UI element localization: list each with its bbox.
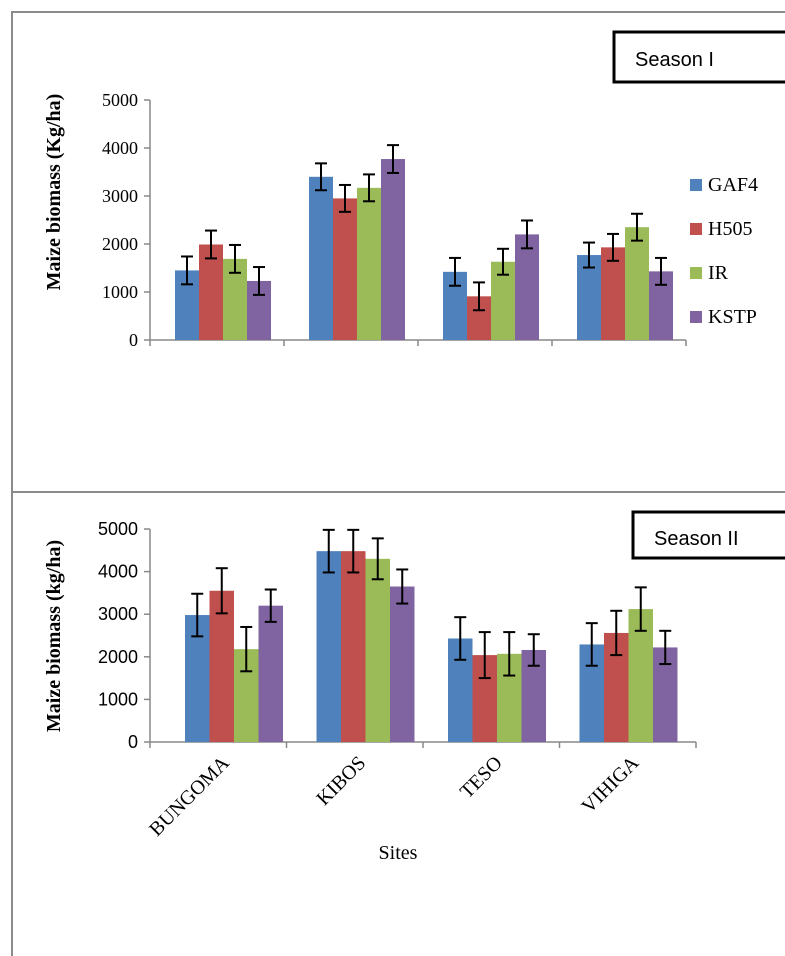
- y-axis-label-1: Maize biomass (Kg/ha): [43, 94, 65, 291]
- bar-ir-kibos: [357, 187, 381, 340]
- axes-2: 0 1000 2000 3000 4000 5000: [98, 519, 697, 752]
- bar-gaf4-kibos: [309, 176, 333, 340]
- x-axis-label-2: Sites: [379, 842, 418, 864]
- bars-1: [175, 159, 673, 340]
- legend-swatch-kstp: [690, 311, 702, 323]
- season-label-box-2: [631, 510, 785, 560]
- legend-label-kstp: KSTP: [708, 306, 757, 328]
- bar-h505-bungoma: [199, 244, 223, 340]
- bar-h505-bungoma: [209, 590, 234, 742]
- y-tick-label: 5000: [98, 519, 138, 539]
- legend-label-h505: H505: [708, 218, 752, 240]
- bar-gaf4-vihiga: [577, 255, 601, 340]
- bar-h505-kibos: [341, 551, 366, 742]
- category-label-vihiga: VIHIGA: [577, 752, 643, 818]
- bar-h505-kibos: [333, 198, 357, 340]
- bar-ir-vihiga: [625, 227, 649, 340]
- season-label-2: Season II: [654, 528, 739, 550]
- bar-gaf4-kibos: [316, 551, 341, 742]
- y-tick-label: 0: [128, 732, 138, 752]
- y-tick-label: 4000: [98, 562, 138, 582]
- season-label-1: Season I: [635, 49, 714, 71]
- bar-kstp-teso: [515, 234, 539, 340]
- category-label-bungoma: BUNGOMA: [145, 752, 234, 841]
- legend-label-ir: IR: [708, 262, 729, 284]
- season-label-box-1: [612, 30, 785, 84]
- legend-label-gaf4: GAF4: [708, 174, 758, 196]
- bar-h505-vihiga: [601, 247, 625, 340]
- y-tick-label: 2000: [98, 647, 138, 667]
- y-axis-label-2: Maize biomass (kg/ha): [43, 540, 65, 732]
- axes-1: 0 1000 2000 3000 4000 5000: [102, 90, 687, 350]
- y-tick-label: 3000: [98, 604, 138, 624]
- legend-swatch-gaf4: [690, 179, 702, 191]
- category-label-kibos: KIBOS: [312, 752, 370, 810]
- panel-frame-season-2: [11, 491, 785, 956]
- y-tick-label: 3000: [102, 186, 138, 206]
- y-tick-label: 0: [129, 330, 138, 350]
- category-labels-2: BUNGOMA KIBOS TESO VIHIGA: [145, 752, 644, 841]
- y-tick-label: 1000: [98, 689, 138, 709]
- chart-season-2: Season II Maize biomass (kg/ha) 0 1000 200…: [43, 510, 785, 864]
- legend-swatch-ir: [690, 267, 702, 279]
- bar-ir-kibos: [365, 558, 390, 742]
- y-tick-label: 4000: [102, 138, 138, 158]
- error-bars-2: [191, 528, 672, 680]
- category-label-teso: TESO: [456, 752, 507, 803]
- bar-kstp-kibos: [381, 159, 405, 340]
- y-tick-label: 2000: [102, 234, 138, 254]
- y-tick-label: 5000: [102, 90, 138, 110]
- chart-season-1: Season I Maize biomass (Kg/ha) 0 1000 2000…: [43, 30, 785, 350]
- bar-kstp-bungoma: [258, 605, 283, 742]
- bar-kstp-kibos: [390, 586, 415, 742]
- bars-2: [185, 551, 678, 742]
- y-tick-label: 1000: [102, 282, 138, 302]
- error-bars-1: [181, 144, 667, 312]
- legend: GAF4 H505 IR KSTP: [690, 174, 758, 328]
- legend-swatch-h505: [690, 223, 702, 235]
